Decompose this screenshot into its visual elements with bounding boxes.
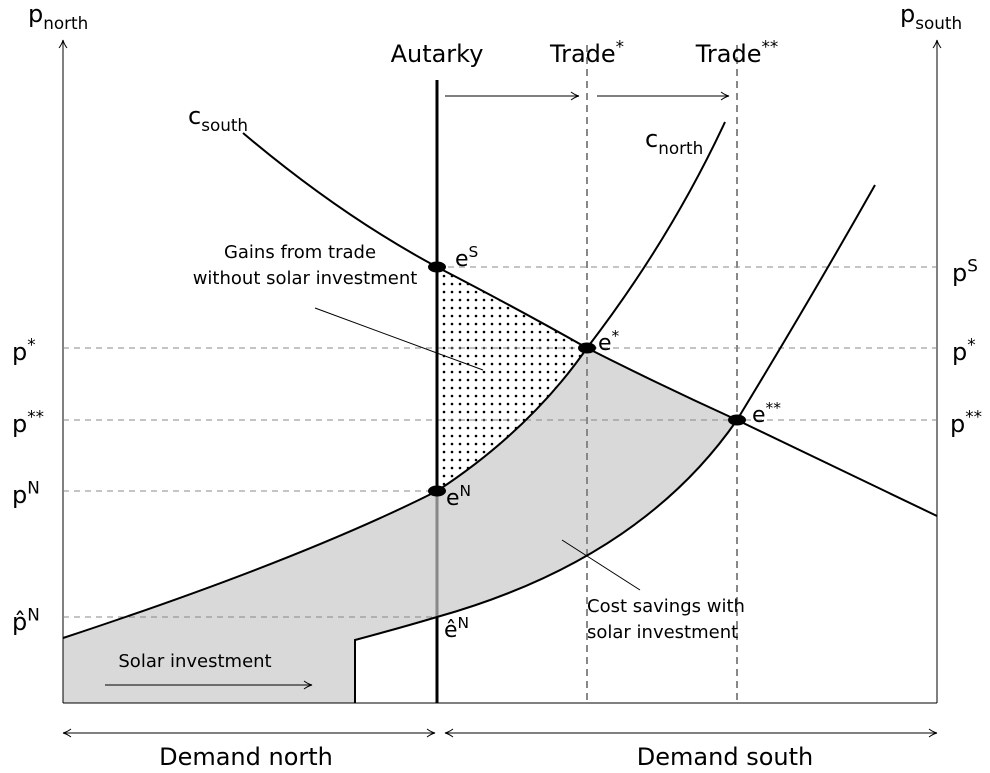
axis-label-sub: south: [915, 13, 962, 33]
point-label: e*: [598, 327, 620, 356]
curve-label-base: c: [188, 102, 201, 130]
demand-label: Demand north: [159, 743, 333, 771]
price-label: p̂N: [12, 604, 40, 636]
point-label-sup: *: [612, 327, 620, 345]
point-label: eS: [455, 243, 478, 272]
price-label-sup: N: [27, 477, 40, 497]
gains-area: [437, 267, 587, 491]
axis-label: pnorth: [28, 0, 88, 33]
c-north-solar-curve: [354, 184, 876, 703]
equilibrium-dot: [428, 261, 446, 273]
scenario-label-base: Trade: [549, 40, 616, 68]
price-label: p**: [950, 406, 982, 438]
equilibrium-dot: [578, 342, 596, 354]
point-label-sup: S: [469, 243, 479, 261]
curve-label: cnorth: [645, 125, 703, 158]
axis-label-base: p: [28, 0, 43, 28]
price-label-base: p: [952, 259, 967, 287]
point-label-sup: N: [460, 482, 472, 500]
price-label-base: p: [950, 410, 965, 438]
annotation: without solar investment: [193, 268, 418, 289]
axis-label: psouth: [900, 0, 962, 33]
price-label-sup: *: [967, 334, 975, 354]
cost-savings-area: [63, 348, 737, 703]
c-south-curve: [242, 132, 938, 517]
point-label: eN: [446, 482, 471, 511]
point-label-sup: **: [766, 399, 782, 417]
point-label-base: ê: [444, 618, 458, 643]
demand-label: Demand south: [637, 743, 813, 771]
point-label-base: e: [446, 486, 460, 511]
point-label-base: e: [455, 247, 469, 272]
price-label-sup: *: [27, 334, 35, 354]
equilibrium-dot: [728, 414, 746, 426]
curve-label-sub: north: [658, 138, 703, 158]
annotation: Gains from trade: [224, 242, 376, 263]
price-label-sup: **: [965, 406, 982, 426]
point-label: e**: [752, 399, 781, 428]
point-label-sup: N: [458, 614, 470, 632]
annotation: Solar investment: [118, 651, 271, 672]
price-label: pS: [952, 255, 978, 287]
scenario-label-sup: **: [761, 36, 778, 56]
price-label-sup: N: [27, 604, 40, 624]
scenario-label-base: Trade: [695, 40, 762, 68]
price-label: p*: [12, 334, 36, 366]
axis-label-sub: north: [43, 13, 88, 33]
pointer: [314, 307, 484, 371]
price-label-base: p: [952, 338, 967, 366]
price-label-base: p: [12, 410, 27, 438]
point-label-base: e: [752, 403, 766, 428]
scenario-label-sup: *: [616, 36, 624, 56]
scenario-label: Trade**: [695, 36, 779, 68]
price-label: p*: [952, 334, 976, 366]
price-label-sup: S: [967, 255, 978, 275]
scenario-label: Autarky: [391, 40, 484, 68]
annotation: Cost savings with: [587, 596, 745, 617]
price-label: p**: [12, 406, 44, 438]
curve-label: csouth: [188, 102, 248, 135]
curve-label-base: c: [645, 125, 658, 153]
scenario-label-base: Autarky: [391, 40, 484, 68]
price-label: pN: [12, 477, 40, 509]
point-label-base: e: [598, 331, 612, 356]
price-label-sup: **: [27, 406, 44, 426]
pointer: [561, 539, 641, 591]
c-north-curve: [62, 121, 726, 639]
price-label-base: p: [12, 338, 27, 366]
point-label: êN: [444, 614, 469, 643]
annotation: solar investment: [587, 622, 738, 643]
price-label-base: p̂: [12, 608, 27, 636]
equilibrium-dot: [428, 485, 446, 497]
scenario-label: Trade*: [549, 36, 624, 68]
curve-label-sub: south: [201, 115, 248, 135]
price-label-base: p: [12, 481, 27, 509]
axis-label-base: p: [900, 0, 915, 28]
